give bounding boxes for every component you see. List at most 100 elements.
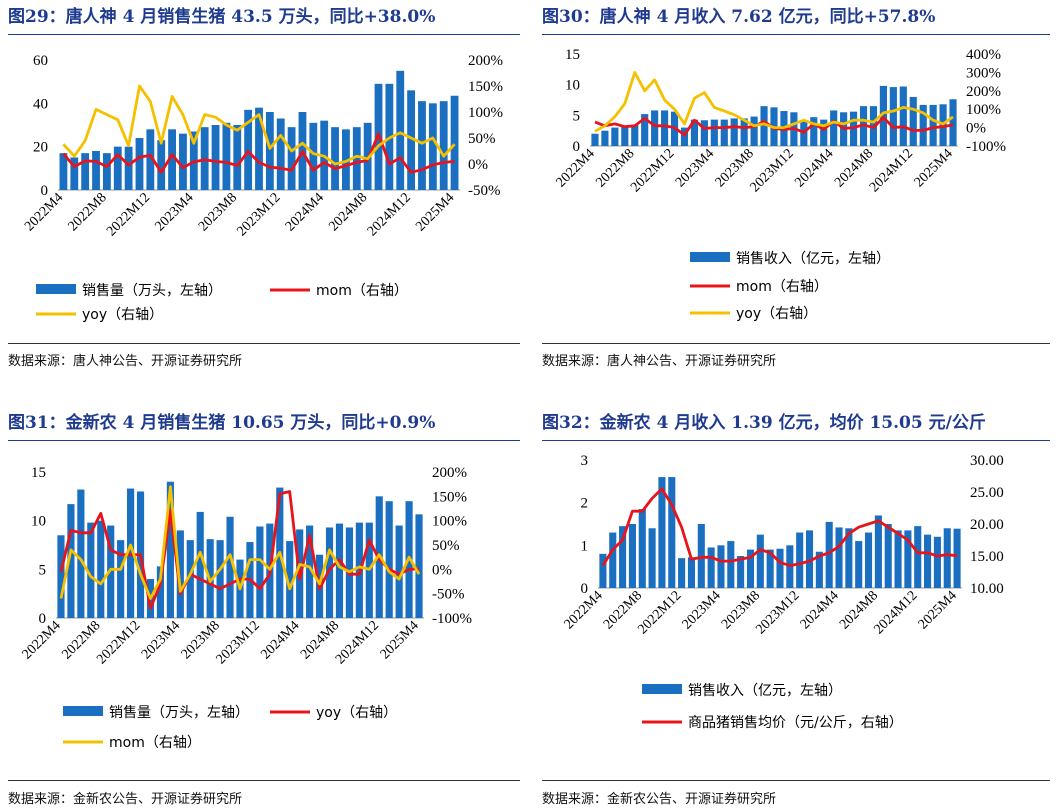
legend-swatch [36,284,76,294]
y-left-tick-label: 15 [565,47,580,63]
bar [265,112,274,190]
bar [717,545,725,588]
bar [680,127,689,146]
bar [756,534,764,588]
y-right-tick-label: 10.00 [970,581,1004,597]
series-line-yellow [594,71,954,133]
chart-32: 012310.0015.0020.0025.0030.002022M42022M… [562,453,1004,731]
bar [87,522,95,618]
title-divider [542,34,1050,35]
source-divider [8,343,520,344]
bar [168,129,176,190]
bar [919,104,927,146]
legend-item: 销售量（万头，左轴） [63,705,249,721]
y-left-tick-label: 60 [33,53,48,69]
y-right-tick-label: 0% [966,121,986,137]
x-tick-label: 2022M12 [635,588,684,637]
x-tick-label: 2025M4 [413,190,457,234]
bar [196,511,204,618]
bar [700,120,708,146]
legend-swatch [642,684,682,694]
bar [904,530,912,588]
y-left-tick-label: 10 [565,78,580,94]
source-divider [542,780,1050,781]
bar [450,95,459,190]
y-left-tick-label: 0 [573,139,581,155]
legend-swatch [690,252,730,262]
bar [707,547,715,588]
y-right-tick-label: 200% [432,465,467,481]
y-right-tick-label: 0% [432,562,452,578]
bar [156,566,165,618]
chart-panel-30: 图30：唐人神 4 月收入 7.62 亿元，同比+57.8% 0 5 10 15 -10… [542,0,1050,380]
bar [176,530,184,618]
bar [81,153,90,190]
bar [710,119,718,146]
y-right-tick-label: 50% [468,131,496,147]
bar [661,110,669,146]
bar [914,526,922,588]
x-tick-label: 2025M4 [912,146,956,190]
series-line-yellow [62,84,456,166]
bar [830,110,838,146]
x-tick-label: 2022M12 [94,618,143,667]
bar [591,133,599,146]
x-tick-label: 2025M4 [378,618,422,662]
chart-panel-31: 图31：金新农 4 月销售生猪 10.65 万头，同比+0.9% 0 5 10 15 -… [8,406,520,812]
chart-title: 图32：金新农 4 月收入 1.39 亿元，均价 15.05 元/公斤 [542,413,986,433]
x-tick-label: 2023M4 [673,146,717,190]
bar [746,549,755,588]
bar [658,477,666,588]
x-tick-label: 2023M12 [214,618,263,667]
legend-label: mom（右轴） [316,283,408,299]
y-right-tick-label: 50% [432,538,460,554]
bar [740,118,748,146]
x-tick-label: 2022M8 [66,190,110,234]
y-left-tick-label: 5 [573,108,581,124]
y-left-tick-label: 3 [581,453,589,469]
y-left-tick-label: 15 [31,465,46,481]
bar [415,514,423,618]
bar [651,110,659,146]
bar [750,116,758,146]
y-right-tick-label: 150% [432,489,467,505]
legend-item: 销售收入（亿元，左轴） [690,251,890,267]
bar [820,119,828,146]
bar [943,528,951,588]
bar [760,106,768,146]
source-divider [8,780,520,781]
bar [953,528,961,588]
bar [286,541,294,618]
x-tick-label: 2024M12 [867,146,916,195]
y-left-tick-label: 20 [33,140,48,156]
bar [687,557,696,588]
y-left-tick-label: 40 [33,96,48,112]
bar [678,558,686,588]
bar [309,122,318,190]
legend-item: mom（右轴） [63,735,201,751]
bar [796,532,804,588]
y-right-tick-label: 25.00 [970,485,1004,501]
title-divider [542,440,1050,441]
legend-label: yoy（右轴） [736,306,817,322]
bar [67,504,75,618]
bar [864,532,873,588]
legend-item: 销售收入（亿元，左轴） [642,683,842,699]
bar [889,87,897,146]
bar [306,525,314,618]
bar [395,525,403,618]
x-tick-label: 2023M12 [753,588,802,637]
legend-label: yoy（右轴） [82,307,163,323]
legend-label: mom（右轴） [109,735,201,751]
source-divider [542,343,1050,344]
chart-title: 图30：唐人神 4 月收入 7.62 亿元，同比+57.8% [542,7,936,27]
x-tick-label: 2024M4 [283,190,327,234]
bar [720,119,728,146]
y-right-tick-label: 15.00 [970,549,1004,565]
legend-label: yoy（右轴） [316,705,397,721]
x-tick-label: 2023M12 [748,146,797,195]
bar [216,540,224,618]
legend-label: 商品猪销售均价（元/公斤，右轴） [688,715,903,731]
bar [276,118,285,190]
